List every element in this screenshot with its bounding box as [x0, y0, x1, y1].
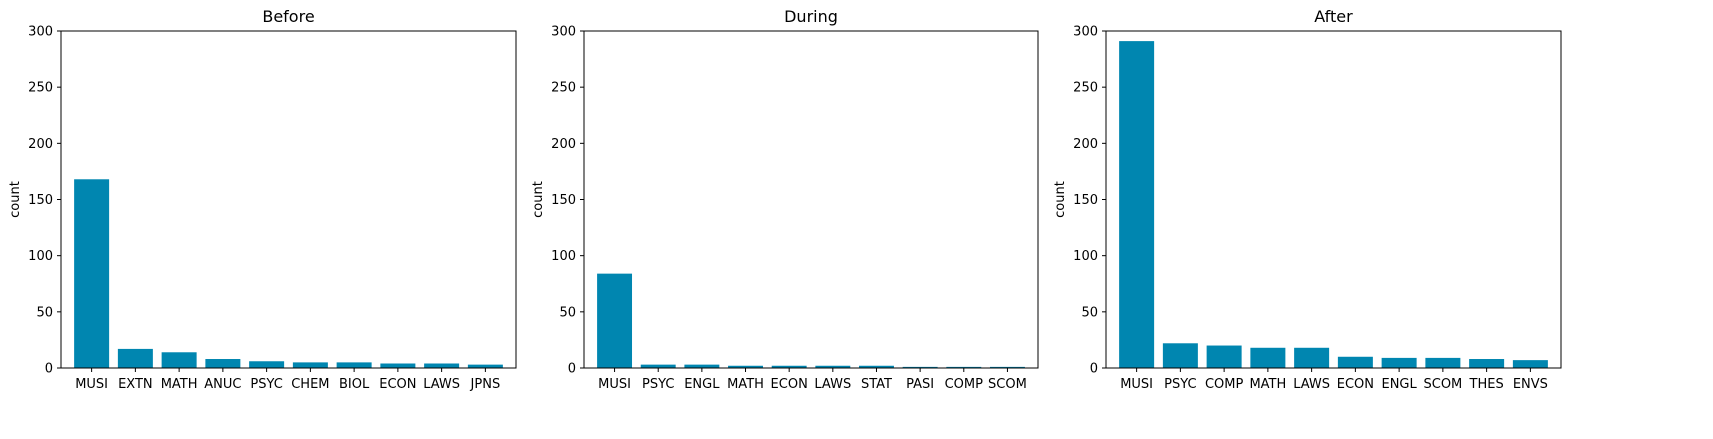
bar-envs — [1512, 360, 1548, 368]
x-tick-label: THES — [1469, 377, 1504, 392]
y-tick-label: 300 — [1073, 25, 1098, 40]
chart-panel-1: 0 50 100 150 200 250 300 MUSI PSYC ENGL MATH ECON LA… — [531, 7, 1039, 392]
x-tick-label: COMP — [1205, 377, 1244, 392]
x-tick-label: MUSI — [1120, 377, 1153, 392]
y-tick-label: 100 — [1073, 249, 1098, 264]
x-tick-label: MATH — [727, 377, 764, 392]
bar-scom — [989, 366, 1025, 368]
axes-frame — [1105, 30, 1562, 369]
y-tick-label: 0 — [45, 362, 53, 377]
x-tick-label: COMP — [945, 377, 984, 392]
bar-engl — [684, 364, 720, 368]
bar-math — [161, 352, 197, 368]
x-tick-label: STAT — [861, 377, 892, 392]
x-tick-label: LAWS — [423, 377, 460, 392]
x-tick-label: PSYC — [642, 377, 674, 392]
bar-musi — [597, 273, 633, 368]
bar-econ — [1337, 356, 1373, 368]
y-tick-label: 150 — [551, 193, 576, 208]
bar-laws — [815, 365, 851, 368]
y-axis-label: count — [531, 181, 546, 218]
axes-frame — [583, 30, 1039, 369]
y-tick-label: 300 — [551, 25, 576, 40]
bar-musi — [74, 179, 110, 368]
x-tick-label: ECON — [1337, 377, 1374, 392]
y-tick-label: 0 — [568, 362, 576, 377]
y-tick-label: 100 — [551, 249, 576, 264]
y-tick-label: 250 — [28, 81, 53, 96]
x-tick-label: SCOM — [988, 377, 1027, 392]
bar-engl — [1381, 357, 1417, 368]
x-tick-label: JPNS — [470, 377, 501, 392]
y-tick-label: 250 — [551, 81, 576, 96]
x-tick-label: ENVS — [1513, 377, 1548, 392]
bar-chem — [292, 362, 328, 368]
y-tick-label: 50 — [1081, 305, 1098, 320]
x-tick-label: MUSI — [75, 377, 108, 392]
bar-psyc — [1162, 343, 1198, 368]
bar-stat — [859, 365, 894, 368]
bar-biol — [336, 362, 372, 368]
bar-musi — [1119, 41, 1155, 369]
y-tick-label: 150 — [1073, 193, 1098, 208]
x-tick-label: CHEM — [291, 377, 329, 392]
x-tick-label: MUSI — [598, 377, 631, 392]
x-tick-label: ECON — [771, 377, 808, 392]
bar-comp — [946, 366, 982, 368]
y-tick-label: 100 — [28, 249, 53, 264]
x-tick-label: LAWS — [814, 377, 851, 392]
x-tick-label: PSYC — [250, 377, 282, 392]
y-axis-label: count — [8, 181, 23, 218]
x-tick-label: LAWS — [1293, 377, 1330, 392]
x-tick-label: ENGL — [1381, 377, 1417, 392]
panel-title: During — [784, 7, 838, 26]
panel-title: Before — [262, 7, 314, 26]
y-tick-label: 0 — [1090, 362, 1098, 377]
x-tick-label: PSYC — [1164, 377, 1196, 392]
y-axis-label: count — [1053, 181, 1068, 218]
y-tick-label: 50 — [36, 305, 53, 320]
bar-comp — [1206, 345, 1242, 368]
bar-thes — [1469, 359, 1505, 368]
x-tick-label: ENGL — [684, 377, 720, 392]
bar-extn — [117, 348, 153, 368]
x-tick-label: MATH — [1249, 377, 1286, 392]
y-tick-label: 50 — [559, 305, 576, 320]
bar-pasi — [902, 366, 938, 368]
chart-panel-2: 0 50 100 150 200 250 300 MUSI PSYC COMP MATH LAWS EC… — [1053, 7, 1562, 392]
bar-laws — [1294, 347, 1330, 368]
bar-scom — [1425, 357, 1461, 368]
bar-math — [728, 365, 763, 368]
x-tick-label: BIOL — [339, 377, 370, 392]
bar-psyc — [640, 364, 676, 368]
chart-panel-0: 0 50 100 150 200 250 300 MUSI EXTN MATH ANUC PSYC CH… — [8, 7, 517, 392]
x-tick-label: MATH — [161, 377, 198, 392]
bar-laws — [424, 363, 460, 368]
panel-title: After — [1314, 7, 1353, 26]
bar-math — [1250, 347, 1286, 368]
y-tick-label: 250 — [1073, 81, 1098, 96]
y-tick-label: 200 — [28, 137, 53, 152]
bar-econ — [771, 365, 807, 368]
x-tick-label: EXTN — [118, 377, 153, 392]
bar-anuc — [205, 359, 241, 368]
axes-frame — [60, 30, 517, 369]
x-tick-label: ECON — [379, 377, 416, 392]
x-tick-label: PASI — [906, 377, 934, 392]
x-tick-label: ANUC — [204, 377, 241, 392]
y-tick-label: 200 — [1073, 137, 1098, 152]
bar-jpns — [467, 364, 503, 368]
y-tick-label: 200 — [551, 137, 576, 152]
bar-psyc — [249, 361, 285, 368]
x-tick-label: SCOM — [1423, 377, 1462, 392]
bar-econ — [380, 363, 416, 368]
y-tick-label: 150 — [28, 193, 53, 208]
y-tick-label: 300 — [28, 25, 53, 40]
